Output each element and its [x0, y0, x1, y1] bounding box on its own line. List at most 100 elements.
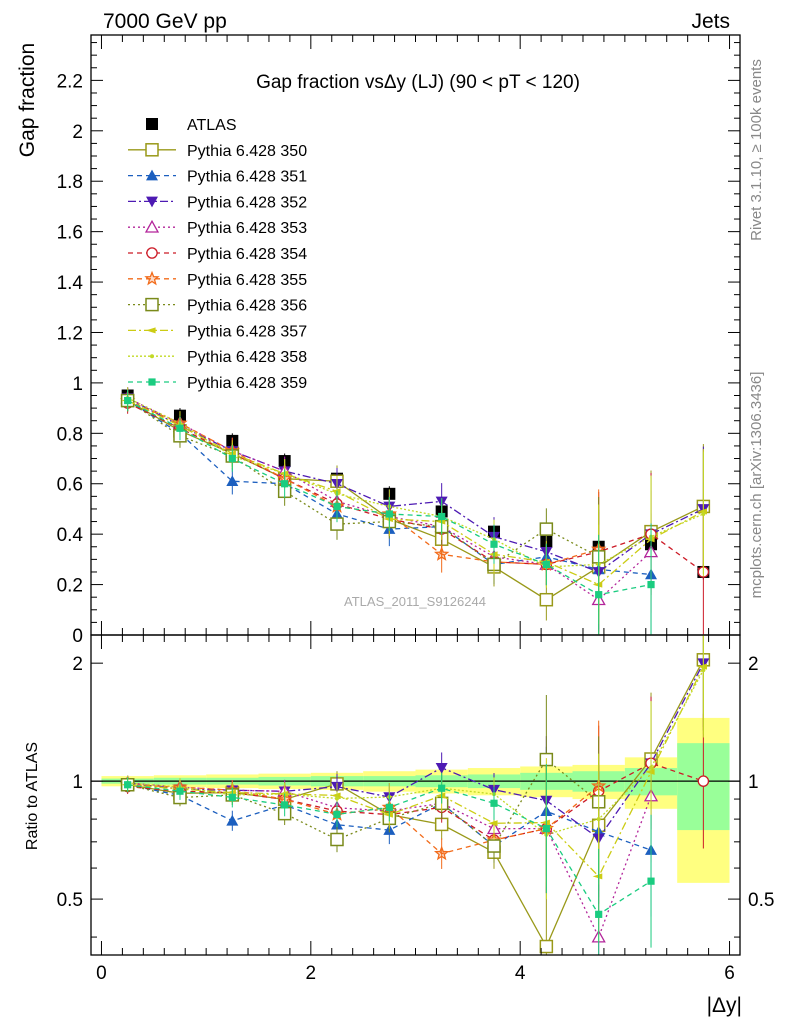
legend-marker-353 — [144, 219, 160, 233]
ratio-line-357 — [127, 666, 704, 878]
ratio-point-359 — [281, 801, 289, 809]
y-tick-label-main: 2.2 — [57, 71, 83, 92]
series-line-357 — [127, 399, 704, 586]
series-line-354 — [127, 402, 704, 573]
point-350 — [539, 592, 554, 607]
x-tick-label: 4 — [515, 963, 526, 984]
series-line-358 — [127, 397, 704, 568]
legend-label-355: Pythia 6.428 355 — [187, 272, 307, 289]
x-axis-label: |Δy| — [707, 994, 742, 1017]
point-359 — [438, 512, 446, 521]
mcplots-label: mcplots.cern.ch [arXiv:1306.3436] — [748, 372, 765, 599]
ratio-point-359 — [647, 877, 655, 885]
legend-label-359: Pythia 6.428 359 — [187, 375, 307, 392]
point-359 — [176, 424, 184, 432]
x-tick-label: 2 — [306, 963, 317, 984]
legend-marker-352 — [146, 196, 158, 208]
legend-entry-358: Pythia 6.428 358 — [128, 349, 307, 366]
legend-marker-354 — [146, 247, 158, 259]
point-359 — [228, 454, 236, 463]
y-tick-label-ratio-right: 0.5 — [748, 890, 774, 911]
y-tick-label-ratio: 2 — [72, 654, 83, 675]
ratio-point-356 — [330, 832, 344, 847]
point-357 — [592, 581, 603, 588]
ratio-point-359 — [438, 784, 446, 792]
ratio-point-359 — [595, 910, 603, 918]
point-359 — [124, 396, 132, 405]
y-tick-label-ratio: 0.5 — [57, 890, 83, 911]
legend-label-352: Pythia 6.428 352 — [187, 194, 307, 211]
legend-marker-350 — [145, 143, 159, 157]
series-line-352 — [127, 397, 704, 573]
ratio-point-357 — [592, 873, 603, 880]
legend-entry-ATLAS: ATLAS — [146, 117, 237, 134]
y-tick-label-main: 1.2 — [57, 323, 83, 344]
y-tick-label-ratio: 1 — [72, 772, 83, 793]
series-line-359 — [127, 399, 652, 596]
legend-entry-350: Pythia 6.428 350 — [128, 143, 307, 160]
y-tick-label-main: 0 — [72, 626, 83, 647]
ratio-point-351 — [226, 814, 239, 826]
legend-entry-357: Pythia 6.428 357 — [128, 323, 307, 340]
legend-entry-351: Pythia 6.428 351 — [128, 169, 307, 186]
legend-label-354: Pythia 6.428 354 — [187, 246, 307, 263]
ratio-point-355 — [433, 845, 450, 861]
legend-marker-356 — [145, 297, 159, 312]
point-359 — [490, 540, 498, 548]
ratio-point-357 — [645, 768, 655, 775]
ratio-point-352 — [435, 762, 448, 774]
ratio-line-350 — [127, 659, 704, 948]
ratio-point-357 — [488, 820, 498, 827]
point-359 — [595, 591, 603, 599]
ratio-point-359 — [542, 824, 550, 833]
series-line-356 — [127, 400, 599, 566]
legend-label-350: Pythia 6.428 350 — [187, 143, 307, 160]
legend-entry-355: Pythia 6.428 355 — [128, 270, 307, 289]
x-tick-label: 0 — [96, 963, 107, 984]
ratio-point-357 — [697, 663, 707, 670]
x-tick-label: 6 — [724, 963, 735, 984]
ratio-point-359 — [385, 803, 393, 811]
ratio-point-357 — [540, 819, 550, 826]
y-tick-label-main: 0.6 — [57, 475, 83, 496]
legend-label-357: Pythia 6.428 357 — [187, 323, 307, 340]
series-359 — [124, 389, 655, 635]
point-359 — [281, 480, 289, 488]
ratio-point-358 — [701, 668, 706, 673]
ratio-point-359 — [333, 810, 341, 818]
header-right: Jets — [691, 10, 730, 33]
ratio-series-group — [119, 635, 711, 955]
ratio-point-356 — [487, 839, 501, 853]
point-357 — [488, 551, 498, 558]
ratio-line-354 — [127, 762, 704, 841]
y-tick-label-main: 1 — [72, 374, 83, 395]
main-panel: 0 0.2 0.4 0.6 0.8 1 1.2 1.4 1.6 1.8 2 2.2 ATLAS Pythi… — [57, 34, 741, 647]
point-359 — [333, 502, 341, 511]
legend-entry-353: Pythia 6.428 353 — [128, 219, 307, 237]
rivet-label: Rivet 3.1.10, ≥ 100k events — [748, 59, 765, 241]
y-tick-label-main: 1.4 — [57, 273, 84, 294]
legend-label-353: Pythia 6.428 353 — [187, 220, 307, 237]
legend-entry-354: Pythia 6.428 354 — [128, 246, 307, 263]
point-351 — [226, 475, 239, 487]
y-axis-label-ratio: Ratio to ATLAS — [24, 742, 41, 850]
y-tick-label-main: 0.4 — [57, 525, 84, 546]
legend-marker-358 — [150, 354, 154, 359]
legend-label-358: Pythia 6.428 358 — [187, 349, 307, 366]
point-359 — [542, 560, 550, 569]
legend-marker-ATLAS — [146, 118, 158, 130]
legend-marker-355 — [144, 270, 160, 286]
point-355 — [433, 546, 450, 561]
point-359 — [647, 580, 655, 589]
ratio-point-359 — [228, 793, 236, 801]
plot-title: Gap fraction vsΔy (LJ) (90 < pT < 120) — [256, 72, 580, 93]
ratio-point-358 — [596, 817, 601, 822]
ratio-point-359 — [490, 799, 498, 807]
legend-marker-359 — [148, 378, 156, 386]
series-line-353 — [127, 397, 652, 601]
ratio-point-354 — [697, 775, 710, 787]
legend-entry-352: Pythia 6.428 352 — [128, 194, 307, 211]
y-tick-label-main: 1.6 — [57, 223, 83, 244]
ratio-point-359 — [124, 781, 132, 789]
